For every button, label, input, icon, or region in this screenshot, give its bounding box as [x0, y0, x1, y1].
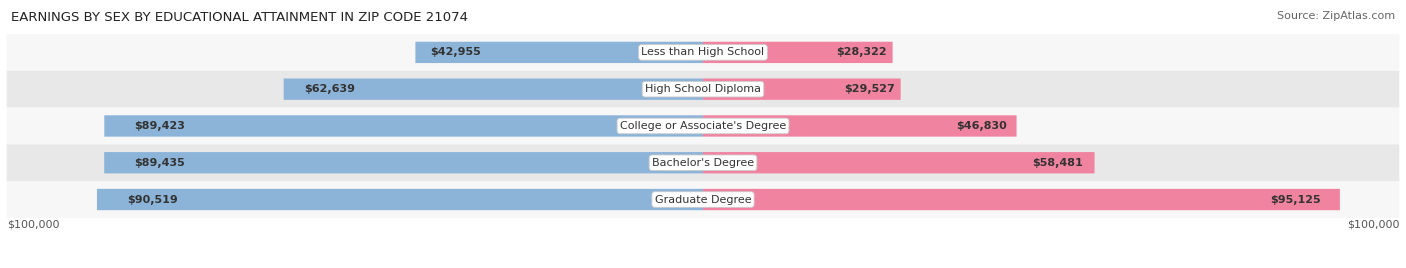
FancyBboxPatch shape: [7, 181, 1399, 218]
FancyBboxPatch shape: [703, 152, 1094, 173]
Text: EARNINGS BY SEX BY EDUCATIONAL ATTAINMENT IN ZIP CODE 21074: EARNINGS BY SEX BY EDUCATIONAL ATTAINMEN…: [11, 11, 468, 24]
Text: $100,000: $100,000: [1347, 220, 1399, 230]
FancyBboxPatch shape: [7, 34, 1399, 71]
FancyBboxPatch shape: [284, 79, 703, 100]
Text: Bachelor's Degree: Bachelor's Degree: [652, 158, 754, 168]
FancyBboxPatch shape: [703, 189, 1340, 210]
Text: $28,322: $28,322: [837, 47, 887, 57]
FancyBboxPatch shape: [104, 115, 703, 137]
FancyBboxPatch shape: [703, 115, 1017, 137]
FancyBboxPatch shape: [97, 189, 703, 210]
Text: $95,125: $95,125: [1270, 195, 1320, 204]
FancyBboxPatch shape: [703, 79, 901, 100]
Text: College or Associate's Degree: College or Associate's Degree: [620, 121, 786, 131]
FancyBboxPatch shape: [7, 144, 1399, 181]
Text: $90,519: $90,519: [128, 195, 179, 204]
Text: $46,830: $46,830: [956, 121, 1007, 131]
Text: $89,435: $89,435: [134, 158, 186, 168]
Text: High School Diploma: High School Diploma: [645, 84, 761, 94]
Text: $29,527: $29,527: [844, 84, 894, 94]
FancyBboxPatch shape: [703, 42, 893, 63]
FancyBboxPatch shape: [7, 71, 1399, 107]
Text: Graduate Degree: Graduate Degree: [655, 195, 751, 204]
FancyBboxPatch shape: [7, 107, 1399, 144]
Text: Source: ZipAtlas.com: Source: ZipAtlas.com: [1277, 11, 1395, 21]
Text: $100,000: $100,000: [7, 220, 59, 230]
FancyBboxPatch shape: [415, 42, 703, 63]
Text: $62,639: $62,639: [305, 84, 356, 94]
FancyBboxPatch shape: [104, 152, 703, 173]
Text: $89,423: $89,423: [134, 121, 186, 131]
Text: $42,955: $42,955: [430, 47, 481, 57]
Text: Less than High School: Less than High School: [641, 47, 765, 57]
Text: $58,481: $58,481: [1032, 158, 1083, 168]
